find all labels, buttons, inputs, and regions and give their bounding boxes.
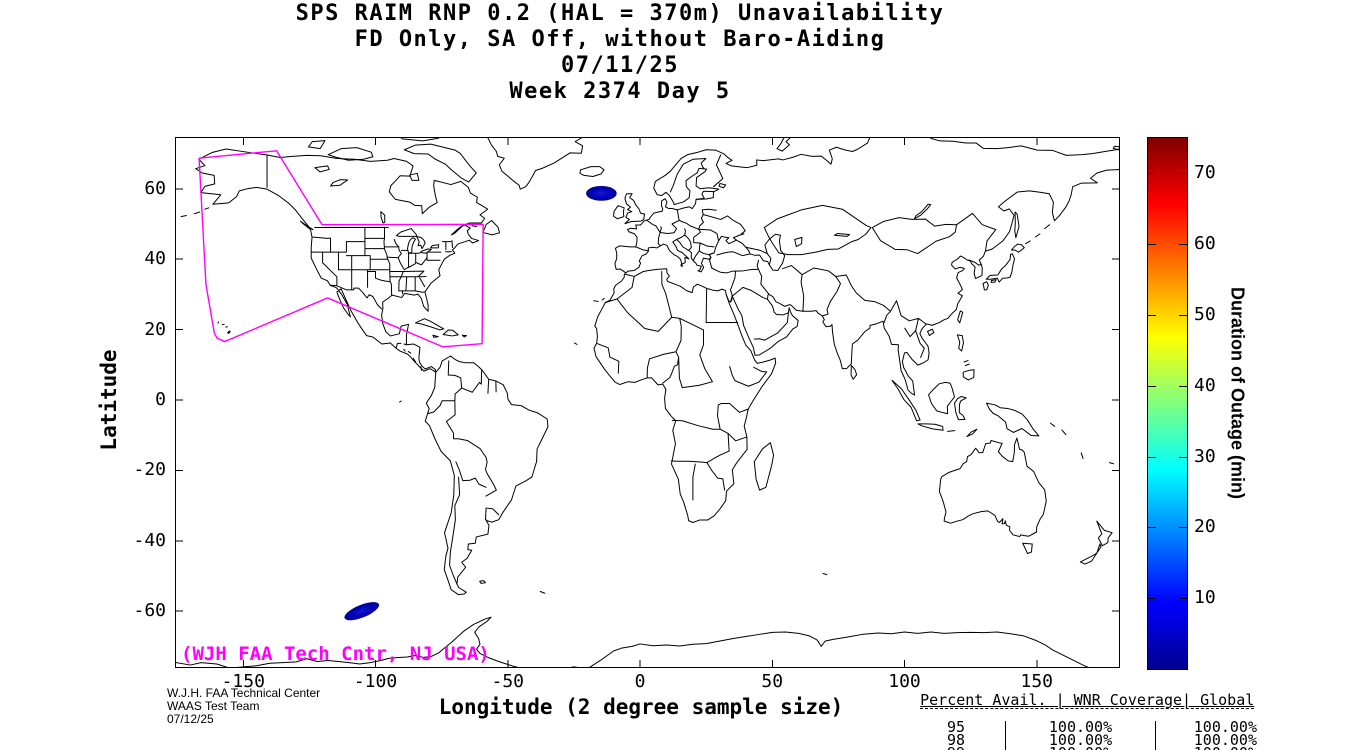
colorbar-tick bbox=[1179, 456, 1187, 458]
colorbar bbox=[1147, 137, 1188, 670]
iceland-coast bbox=[580, 167, 604, 177]
coastlines bbox=[175, 137, 1120, 668]
colorbar-tick-label: 20 bbox=[1194, 516, 1216, 538]
japan-korea-islands bbox=[851, 212, 1049, 379]
colorbar-tick bbox=[1179, 315, 1187, 316]
madagascar-coast bbox=[754, 443, 773, 491]
russia-arctic-coast bbox=[715, 137, 1120, 168]
y-tick-label: 60 bbox=[144, 177, 166, 199]
x-axis-label: Longitude (2 degree sample size) bbox=[438, 695, 844, 719]
asia-lakes bbox=[795, 204, 931, 246]
colorbar-tick bbox=[1148, 385, 1156, 387]
y-tick-label: -60 bbox=[133, 600, 166, 622]
south-america-borders bbox=[428, 361, 499, 584]
colorbar-tick bbox=[1148, 173, 1156, 175]
colorbar-label: Duration of Outage (min) bbox=[1227, 287, 1248, 499]
global-cell: 100.00% bbox=[1155, 720, 1265, 735]
wnr-coverage-cell: 100.00% bbox=[1005, 733, 1155, 748]
x-tick-label: -100 bbox=[353, 671, 398, 692]
africa-coast bbox=[594, 269, 776, 523]
us-state-borders bbox=[267, 155, 452, 309]
percent-avail-cell: 95 bbox=[946, 718, 965, 737]
africa-borders bbox=[597, 272, 767, 500]
availability-row: 99100.00%100.00% bbox=[884, 746, 1265, 750]
y-tick-label: 0 bbox=[155, 389, 166, 410]
colorbar-tick-label: 10 bbox=[1194, 587, 1216, 609]
colorbar-tick-label: 30 bbox=[1194, 445, 1216, 467]
plot-title-line-3: 07/11/25 bbox=[561, 53, 679, 78]
north-atlantic-outage bbox=[586, 185, 617, 201]
greenland-coast bbox=[486, 137, 587, 189]
caspian-sea bbox=[765, 234, 785, 270]
availability-table-header: Percent Avail. | WNR Coverage| Global bbox=[920, 690, 1255, 709]
great-lakes bbox=[315, 166, 439, 253]
percent-avail-cell: 99 bbox=[884, 746, 1005, 750]
map-overlays bbox=[176, 138, 1119, 667]
pacific-islands bbox=[175, 208, 1113, 593]
plot-title-line-2: FD Only, SA Off, without Baro-Aiding bbox=[354, 27, 886, 52]
colorbar-tick bbox=[1179, 173, 1187, 175]
wnr-coverage-cell: 100.00% bbox=[1005, 746, 1155, 750]
credit-line-2: WAAS Test Team bbox=[167, 699, 260, 713]
asia-pacific-coast bbox=[732, 169, 1120, 395]
y-tick-label: 40 bbox=[144, 248, 166, 270]
plot-title-line-1: SPS RAIM RNP 0.2 (HAL = 370m) Unavailabi… bbox=[295, 1, 945, 26]
colorbar-tick-label: 50 bbox=[1194, 304, 1216, 325]
canadian-arctic-islands bbox=[300, 137, 499, 235]
europe-borders bbox=[636, 155, 746, 261]
x-tick-label: 100 bbox=[888, 671, 921, 692]
colorbar-tick-label: 60 bbox=[1194, 233, 1216, 255]
colorbar-tick bbox=[1179, 244, 1187, 246]
availability-table: Percent Avail. | WNR Coverage| Global 95… bbox=[884, 681, 1265, 750]
south-america-coast bbox=[425, 356, 548, 595]
x-tick-label: 150 bbox=[1020, 671, 1054, 692]
x-tick-label: -150 bbox=[221, 671, 265, 692]
colorbar-tick-label: 70 bbox=[1194, 162, 1216, 184]
colorbar-tick bbox=[1148, 244, 1156, 246]
colorbar-tick bbox=[1179, 385, 1187, 387]
availability-table-rows: 95100.00%100.00%98100.00%100.00%99100.00… bbox=[884, 718, 1265, 750]
availability-row: 95 100.00% 100.00% bbox=[884, 718, 1265, 737]
arctic-islands-russia bbox=[777, 137, 1120, 151]
colorbar-tick bbox=[1179, 598, 1187, 600]
credit-line-1: W.J.H. FAA Technical Center bbox=[167, 686, 321, 700]
colorbar-tick bbox=[1148, 598, 1156, 600]
europe-coast bbox=[615, 150, 744, 273]
colorbar-tick bbox=[1148, 315, 1156, 316]
percent-avail-cell: 98 bbox=[946, 731, 965, 750]
waas-service-volume-outline bbox=[198, 150, 484, 348]
central-america-borders bbox=[396, 343, 421, 370]
caribbean-islands bbox=[415, 319, 466, 338]
black-sea-coast bbox=[717, 240, 750, 255]
global-cell: 100.00% bbox=[1155, 746, 1265, 750]
y-tick-label: -20 bbox=[133, 459, 166, 481]
global-cell: 100.00% bbox=[1155, 733, 1265, 748]
colorbar-tick bbox=[1179, 527, 1187, 529]
x-tick-label: 0 bbox=[634, 671, 646, 692]
southeast-asia-islands bbox=[892, 335, 1039, 437]
x-tick-label: -50 bbox=[491, 671, 525, 692]
y-tick-label: 20 bbox=[144, 318, 166, 340]
south-pacific-outage bbox=[344, 602, 380, 621]
colorbar-tick-label: 40 bbox=[1194, 374, 1216, 396]
colorbar-tick bbox=[1148, 527, 1156, 529]
colorbar-tick bbox=[1148, 456, 1156, 458]
availability-row: 98 100.00% 100.00% bbox=[884, 731, 1265, 750]
plot-title-line-4: Week 2374 Day 5 bbox=[509, 79, 731, 104]
wnr-coverage-cell: 100.00% bbox=[1005, 720, 1155, 735]
credit-block: W.J.H. FAA Technical Center WAAS Test Te… bbox=[167, 687, 320, 726]
levant-turkey-coast bbox=[710, 257, 736, 302]
credit-line-3: 07/12/25 bbox=[167, 712, 214, 726]
world-map bbox=[175, 137, 1120, 668]
asia-borders bbox=[732, 205, 995, 357]
australia-nz-coast bbox=[939, 438, 1112, 564]
north-america-coast bbox=[196, 149, 488, 372]
x-tick-label: 50 bbox=[761, 671, 784, 692]
map-frame bbox=[175, 137, 1120, 668]
watermark-text: (WJH FAA Tech Cntr, NJ USA) bbox=[181, 643, 490, 665]
y-tick-label: -40 bbox=[133, 529, 166, 551]
uk-ireland-coast bbox=[614, 194, 645, 224]
